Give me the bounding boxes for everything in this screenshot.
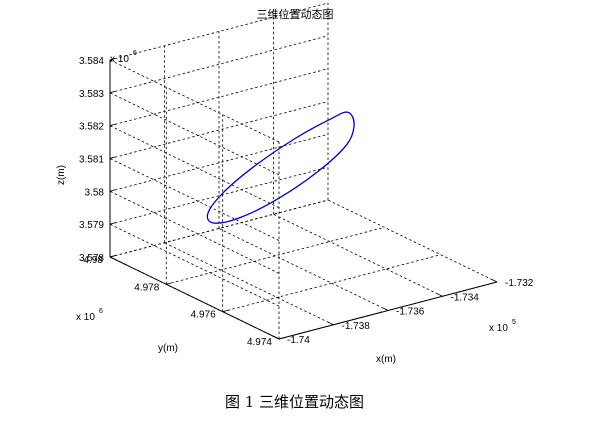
grid-line (327, 199, 498, 283)
grid-line (109, 223, 280, 307)
z-tick-mark (109, 156, 116, 159)
x-tick-mark (491, 279, 498, 283)
grid-line (273, 213, 443, 297)
z-tick-label: 3.581 (79, 155, 104, 166)
x-tick-label: -1.738 (342, 321, 371, 332)
tick-marks (109, 58, 498, 340)
y-tick-label: 4.974 (247, 337, 272, 348)
x-multiplier: x 10 5 (489, 319, 516, 334)
z-tick-mark (109, 222, 116, 225)
z-tick-mark (109, 255, 116, 258)
y-axis-line (109, 256, 280, 340)
y-tick-label: 4.976 (191, 310, 216, 321)
grid-line (222, 254, 441, 313)
grid-line (109, 158, 280, 241)
x-tick-mark (437, 293, 443, 297)
svg-text:x 10: x 10 (110, 54, 129, 65)
plot-area (206, 111, 355, 224)
x-tick-mark (382, 307, 389, 311)
z-tick-label: 3.579 (79, 220, 104, 231)
z-tick-mark (109, 90, 116, 94)
tick-labels: -1.74 -1.738 -1.736 -1.734 -1.732 4.974 4.976 4… (79, 56, 534, 348)
z-tick-label: 3.583 (79, 89, 104, 100)
chart-title: 三维位置动态图 (257, 7, 334, 21)
y-tick-label: 4.98 (84, 255, 104, 266)
z-tick-label: 3.582 (79, 122, 104, 133)
x-tick-label: -1.732 (505, 278, 534, 289)
grid-line (109, 59, 280, 143)
svg-text:5: 5 (512, 319, 516, 326)
grid-line (109, 125, 280, 209)
x-tick-label: -1.734 (451, 292, 480, 303)
figure-caption: 图 1 三维位置动态图 (224, 393, 365, 411)
grid-line (109, 190, 280, 274)
svg-text:6: 6 (133, 50, 137, 57)
z-tick-label: 3.584 (79, 56, 104, 67)
z-tick-mark (109, 123, 116, 127)
trajectory-line (206, 111, 355, 224)
svg-text:6: 6 (99, 308, 103, 315)
y-tick-mark (278, 337, 285, 340)
y-multiplier: x 10 6 (76, 308, 103, 323)
grid-line (109, 166, 329, 225)
x-tick-mark (328, 321, 334, 326)
svg-text:x 10: x 10 (76, 312, 95, 323)
z-tick-mark (109, 189, 116, 192)
z-tick-mark (109, 58, 116, 61)
x-tick-mark (273, 336, 280, 340)
x-axis-label: x(m) (376, 354, 396, 365)
y-tick-label: 4.978 (134, 282, 159, 293)
grid-line (109, 92, 280, 176)
axis-box (109, 60, 498, 340)
grid-lines (109, 2, 498, 340)
grid-line (109, 101, 329, 159)
z-multiplier: x 10 6 (110, 50, 137, 65)
z-axis-label: z(m) (56, 165, 67, 185)
grid-line (218, 228, 389, 311)
y-axis-label: y(m) (158, 343, 178, 354)
grid-line (164, 242, 334, 326)
z-tick-label: 3.578 (79, 253, 104, 264)
y-tick-mark (222, 310, 228, 313)
svg-text:x 10: x 10 (489, 323, 508, 334)
z-tick-label: 3.58 (85, 187, 105, 198)
y-tick-mark (166, 282, 172, 285)
x-tick-label: -1.74 (287, 335, 310, 346)
grid-line (109, 35, 329, 94)
x-tick-label: -1.736 (396, 307, 425, 318)
